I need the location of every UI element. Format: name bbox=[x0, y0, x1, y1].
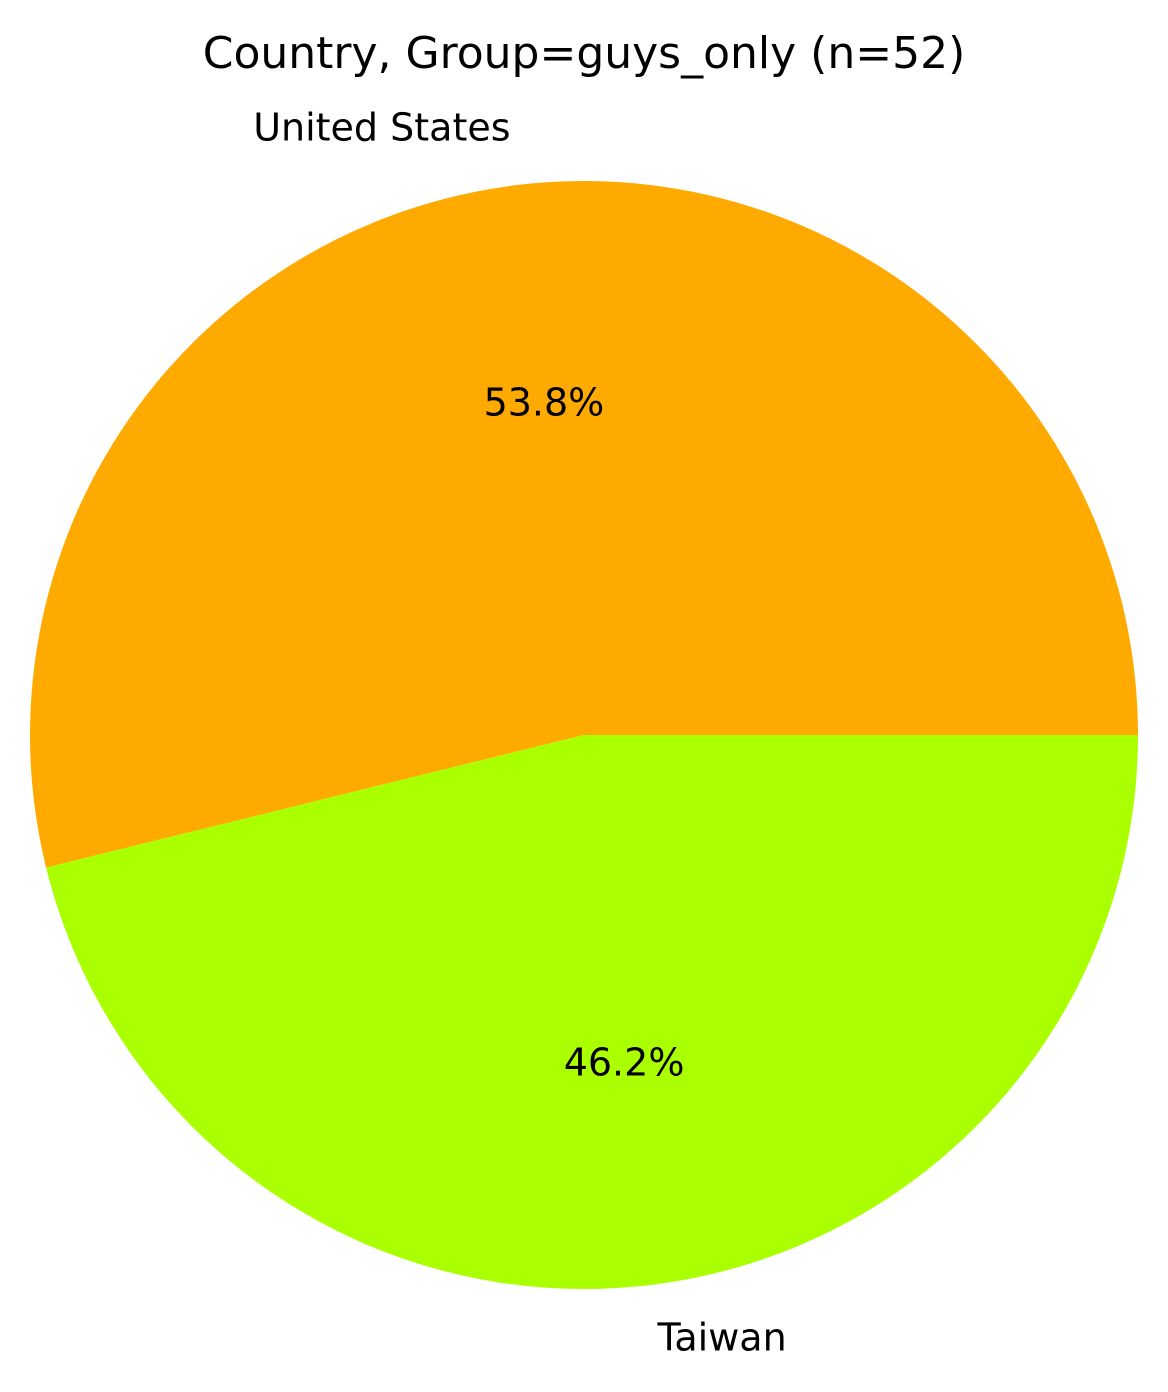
pie-slice-taiwan bbox=[46, 735, 1138, 1289]
slice-label: Taiwan bbox=[656, 1315, 786, 1359]
chart-title: Country, Group=guys_only (n=52) bbox=[203, 28, 966, 79]
slice-percent-label: 53.8% bbox=[484, 381, 605, 425]
slice-percent-label: 46.2% bbox=[564, 1040, 685, 1084]
slice-label: United States bbox=[253, 106, 510, 150]
pie-labels: United States 53.8% Taiwan 46.2% bbox=[253, 106, 786, 1360]
pie-slice-united-states bbox=[29, 180, 1139, 868]
pie-slices bbox=[29, 180, 1139, 1289]
